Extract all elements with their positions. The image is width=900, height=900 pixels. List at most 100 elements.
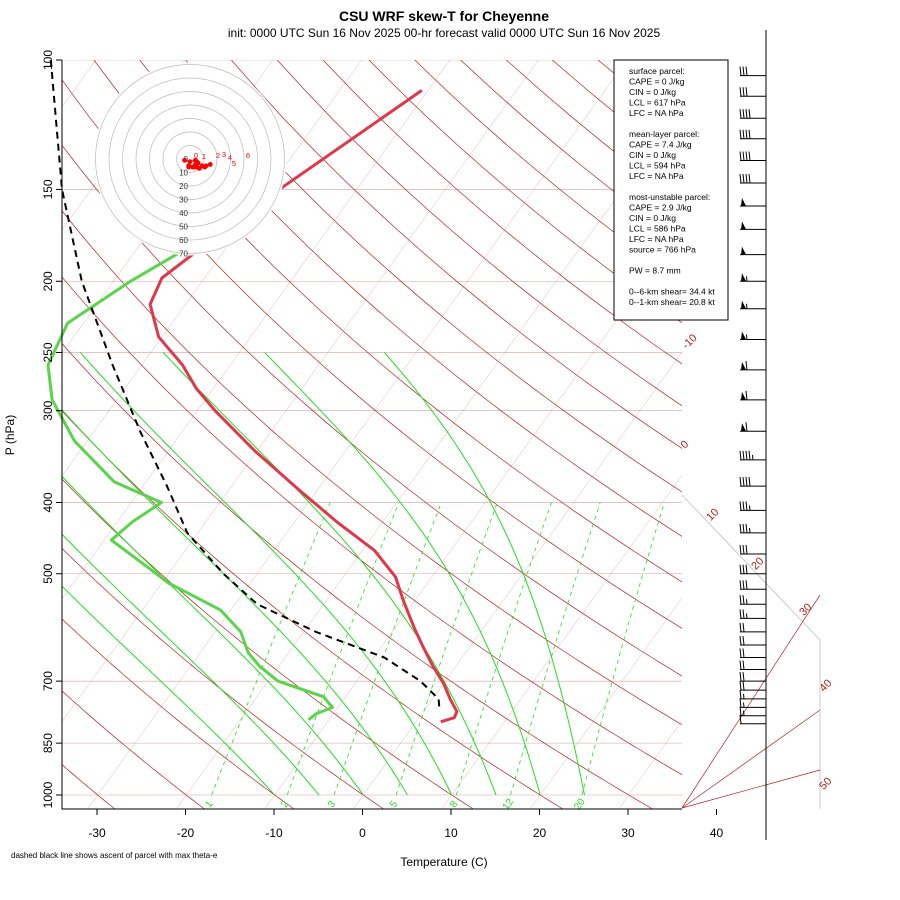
wind-barb-28 [739, 672, 766, 682]
hodograph-ring-6 [108, 77, 272, 241]
isotherm-label-0: -10 [680, 332, 700, 352]
mixing-ratio-6 [581, 502, 665, 796]
hodograph-ring-label-7: 70 [179, 250, 188, 259]
x-tick-label-4: 10 [444, 826, 458, 840]
stat-line-2: CIN = 0 J/kg [629, 87, 676, 97]
sounding-profiles [46, 59, 459, 724]
stat-line-19: PW = 8.7 mm [629, 266, 681, 276]
hodograph-ring-label-5: 50 [179, 223, 188, 232]
stat-line-12: most-unstable parcel: [629, 192, 710, 202]
hodograph-ring-5 [122, 91, 258, 227]
wind-barb-29 [739, 681, 766, 691]
extended-grid [681, 494, 821, 809]
mixing-ratio-label-3: 5 [388, 799, 400, 810]
stat-line-7: CAPE = 7.4 J/kg [629, 140, 692, 150]
dry-adiabat-12 [139, 60, 682, 537]
hodograph-point-9 [186, 164, 192, 170]
wind-barb-31 [739, 698, 766, 708]
parcel-profile [49, 59, 441, 710]
y-tick-label-5: 400 [41, 492, 55, 512]
isotherm-6 [62, 60, 185, 231]
wind-barb-13 [740, 390, 766, 401]
wind-barb-19 [739, 544, 766, 555]
hodograph-ring-4 [135, 104, 245, 214]
wind-barb-11 [740, 331, 766, 340]
hodograph-height-label-4: 4 [228, 153, 232, 162]
isotherm-19 [795, 60, 900, 811]
mixing-ratio-lines [211, 502, 665, 796]
y-tick-label-9: 1000 [41, 781, 55, 808]
wind-barb-23 [739, 609, 766, 619]
hodograph-height-label-3: 3 [222, 150, 226, 159]
wind-barb-4 [739, 151, 766, 161]
stat-line-3: LCL = 617 hPa [629, 98, 686, 108]
wind-barb-2 [739, 109, 766, 119]
x-tick-label-3: 0 [359, 826, 366, 840]
dry-adiabat-lines [62, 60, 682, 809]
hodograph-ring-7 [95, 64, 285, 254]
isotherm-9 [62, 60, 451, 600]
mixing-ratio-labels: 1 2 3 5 8 12 20 [203, 796, 587, 812]
temperature-profile [148, 89, 459, 724]
moist-adiabat-6 [264, 352, 541, 796]
y-tick-label-0: 100 [41, 50, 55, 70]
isotherm-label-3: 20 [749, 555, 766, 572]
extended-isotherm-2 [681, 769, 821, 809]
dry-adiabat-15 [276, 60, 682, 407]
mixing-ratio-1 [286, 502, 400, 796]
x-tick-label-7: 40 [710, 826, 724, 840]
stats-box [613, 59, 729, 321]
hodograph-height-label-1: 1 [202, 152, 206, 161]
hodograph-height-label-2: 2 [216, 151, 220, 160]
dry-adiabat-2 [62, 618, 295, 809]
stat-line-9: LCL = 594 hPa [629, 161, 686, 171]
wind-barb-12 [740, 360, 766, 371]
stat-line-0: surface parcel: [629, 66, 685, 76]
moist-adiabat-2 [62, 475, 364, 796]
wind-barb-6 [740, 198, 766, 207]
wind-barb-17 [739, 501, 766, 511]
dry-adiabat-6 [62, 343, 654, 809]
wind-barb-18 [739, 523, 766, 534]
y-tick-label-1: 150 [41, 179, 55, 199]
dry-adiabat-9 [62, 144, 682, 677]
chart-title: CSU WRF skew-T for Cheyenne [339, 8, 549, 24]
stat-line-13: CAPE = 2.9 J/kg [629, 203, 692, 213]
wind-barb-8 [740, 246, 766, 256]
x-tick-label-6: 30 [621, 826, 635, 840]
wind-barb-26 [739, 648, 766, 658]
stat-line-15: LCL = 586 hPa [629, 224, 686, 234]
hodograph-point-1 [187, 159, 193, 165]
wind-barb-25 [739, 635, 766, 646]
stat-line-1: CAPE = 0 J/kg [629, 77, 685, 87]
wind-barb-33 [739, 714, 766, 725]
y-tick-label-6: 500 [41, 563, 55, 583]
hodograph-height-label-6: 6 [246, 151, 250, 160]
hodograph-ring-label-6: 60 [179, 236, 188, 245]
isotherm-label-4: 30 [797, 601, 814, 618]
mixing-ratio-label-6: 20 [572, 796, 588, 812]
hodograph-point-14 [203, 163, 209, 169]
mixing-ratio-label-0: 1 [203, 799, 215, 810]
isotherm-15 [441, 474, 682, 809]
hodograph-background [93, 62, 287, 256]
mixing-ratio-2 [333, 502, 442, 796]
x-axis-label: Temperature (C) [400, 855, 487, 869]
hodograph-point-0 [182, 157, 188, 163]
stat-line-17: source = 766 hPa [629, 245, 696, 255]
hodograph-ring-2 [162, 131, 218, 187]
dry-adiabat-7 [62, 276, 682, 776]
mixing-ratio-label-2: 3 [326, 799, 338, 810]
moist-adiabat-0 [62, 585, 276, 796]
hodograph-ring-1 [176, 145, 204, 173]
isotherm-11 [87, 60, 628, 809]
wind-barb-27 [739, 660, 766, 670]
wind-barb-0 [739, 66, 766, 77]
stat-line-16: LFC = NA hPa [629, 234, 684, 244]
x-tick-label-0: -30 [88, 826, 106, 840]
hodograph-height-label-0: 0 [194, 151, 198, 160]
hodograph-height-label-5: 5 [232, 159, 236, 168]
